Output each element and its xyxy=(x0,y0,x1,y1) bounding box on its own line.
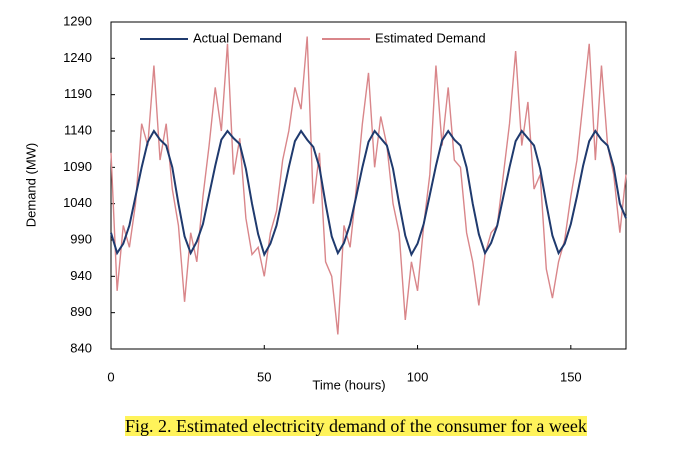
x-tick-label: 150 xyxy=(560,369,582,384)
y-tick-label: 1190 xyxy=(64,86,92,101)
x-axis-title: Time (hours) xyxy=(312,377,385,392)
y-tick-label: 890 xyxy=(70,304,92,319)
legend-label: Estimated Demand xyxy=(375,30,486,45)
y-tick-label: 1040 xyxy=(63,195,92,210)
legend-label: Actual Demand xyxy=(193,30,282,45)
series-line xyxy=(110,129,627,258)
plot-frame xyxy=(110,21,627,350)
y-tick-label: 940 xyxy=(70,268,92,283)
caption: Fig. 2. Estimated electricity demand of … xyxy=(125,416,645,437)
x-tick-label: 50 xyxy=(257,369,271,384)
y-tick-label: 1290 xyxy=(63,13,92,28)
y-tick-label: 990 xyxy=(70,231,92,246)
caption-text: Fig. 2. Estimated electricity demand of … xyxy=(125,416,587,436)
y-tick-label: 1090 xyxy=(63,159,92,174)
x-tick-label: 0 xyxy=(107,369,114,384)
y-axis-title: Demand (MW) xyxy=(23,143,38,228)
chart: Time (hours) Demand (MW) 840 890 940 990 104… xyxy=(23,13,627,392)
series-line xyxy=(110,36,627,335)
x-tick-label: 100 xyxy=(407,369,429,384)
y-tick-label: 1240 xyxy=(63,50,92,65)
y-tick-label: 1140 xyxy=(64,122,92,137)
y-tick-label: 840 xyxy=(70,340,92,355)
